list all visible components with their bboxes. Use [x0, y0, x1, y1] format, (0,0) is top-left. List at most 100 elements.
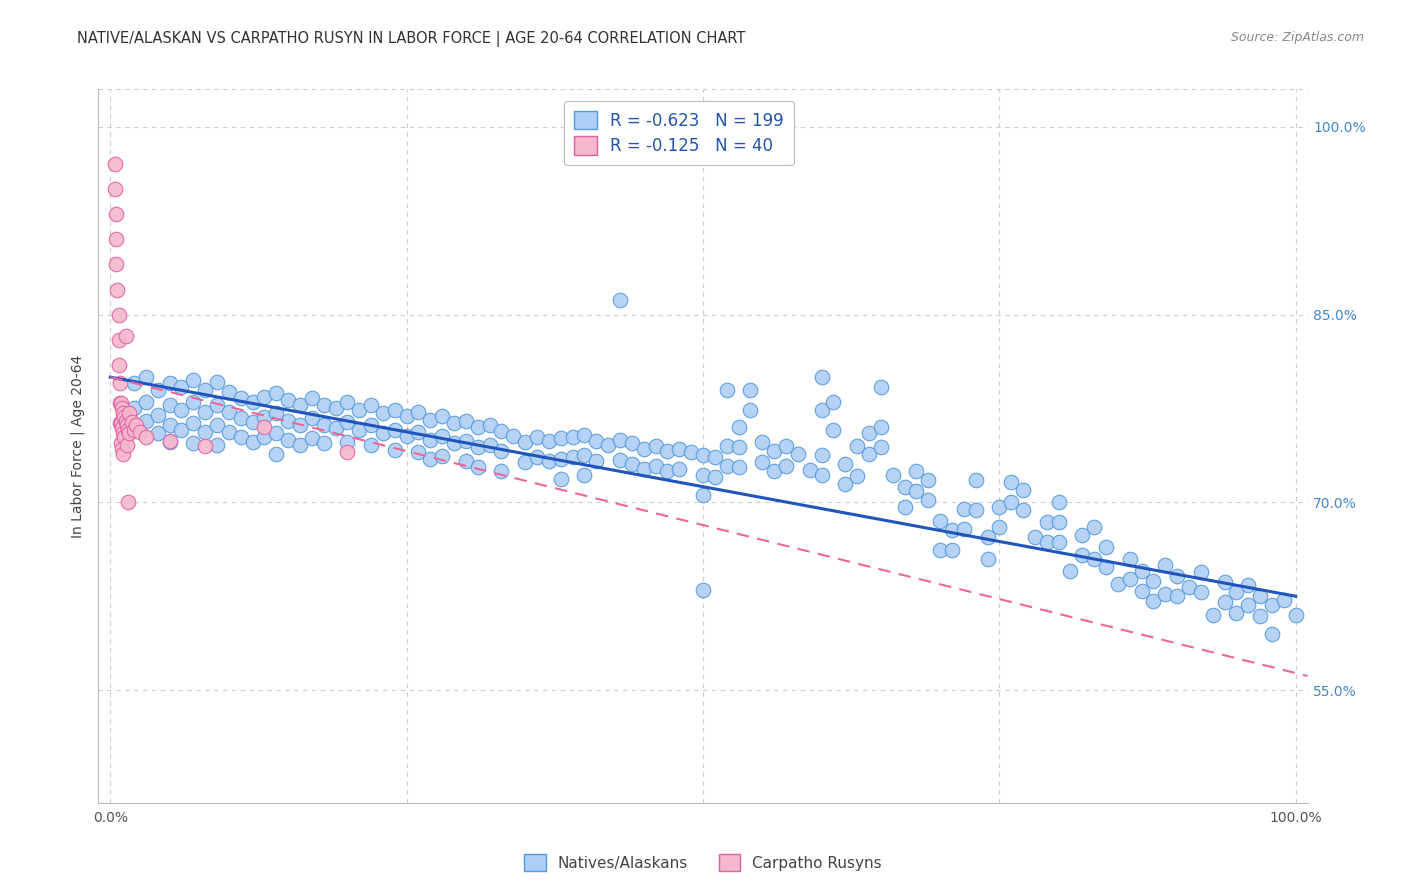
Point [976, 551, 998, 566]
Point [1249, 589, 1271, 603]
Point [502, 429, 524, 443]
Point [1237, 598, 1260, 612]
Point [1166, 569, 1188, 583]
Point [846, 439, 869, 453]
Point [229, 411, 252, 425]
Point [135, 414, 157, 428]
Point [1047, 535, 1070, 549]
Point [988, 520, 1011, 534]
Point [205, 375, 228, 389]
Point [347, 402, 370, 417]
Point [1130, 584, 1153, 599]
Point [893, 500, 915, 515]
Point [121, 415, 143, 429]
Point [194, 425, 217, 440]
Point [408, 425, 430, 440]
Point [146, 408, 169, 422]
Point [146, 383, 169, 397]
Point [1083, 520, 1105, 534]
Point [657, 444, 679, 458]
Point [917, 492, 939, 507]
Point [763, 444, 786, 458]
Point [609, 452, 631, 467]
Point [336, 435, 359, 450]
Point [104, 182, 127, 196]
Point [644, 439, 666, 453]
Point [264, 446, 287, 460]
Point [716, 458, 738, 473]
Point [1012, 483, 1035, 497]
Point [105, 283, 128, 297]
Point [703, 450, 725, 465]
Point [170, 402, 193, 417]
Point [620, 457, 643, 471]
Point [941, 523, 963, 537]
Point [1071, 528, 1094, 542]
Point [104, 157, 127, 171]
Point [727, 420, 749, 434]
Point [122, 401, 145, 416]
Point [114, 414, 136, 428]
Point [114, 430, 136, 444]
Point [135, 370, 157, 384]
Point [751, 455, 773, 469]
Point [1083, 551, 1105, 566]
Point [336, 445, 359, 459]
Point [112, 446, 135, 460]
Point [633, 442, 655, 456]
Point [1107, 576, 1129, 591]
Point [703, 470, 725, 484]
Point [360, 417, 382, 432]
Point [105, 207, 128, 221]
Point [823, 395, 845, 409]
Y-axis label: In Labor Force | Age 20-64: In Labor Force | Age 20-64 [70, 354, 84, 538]
Point [443, 417, 465, 431]
Point [253, 430, 276, 444]
Point [218, 425, 240, 440]
Point [170, 423, 193, 437]
Point [360, 398, 382, 412]
Point [194, 439, 217, 453]
Text: Source: ZipAtlas.com: Source: ZipAtlas.com [1230, 31, 1364, 45]
Point [229, 392, 252, 406]
Point [118, 426, 141, 441]
Point [574, 427, 596, 442]
Point [288, 417, 311, 432]
Point [1047, 516, 1070, 530]
Point [952, 501, 974, 516]
Point [799, 463, 821, 477]
Point [108, 396, 131, 410]
Point [1213, 595, 1236, 609]
Point [491, 444, 513, 458]
Point [823, 423, 845, 437]
Point [125, 417, 148, 432]
Point [432, 429, 454, 443]
Point [1225, 606, 1247, 620]
Point [384, 442, 406, 457]
Point [692, 488, 714, 502]
Point [561, 430, 583, 444]
Point [218, 385, 240, 400]
Point [419, 413, 441, 427]
Point [965, 473, 987, 487]
Point [242, 395, 264, 409]
Legend: R = -0.623   N = 199, R = -0.125   N = 40: R = -0.623 N = 199, R = -0.125 N = 40 [564, 101, 794, 165]
Point [1012, 503, 1035, 517]
Point [242, 435, 264, 450]
Point [598, 438, 620, 452]
Point [1202, 607, 1225, 622]
Point [110, 396, 132, 410]
Point [846, 469, 869, 483]
Point [264, 426, 287, 441]
Point [1000, 495, 1022, 509]
Point [1225, 585, 1247, 599]
Point [253, 410, 276, 425]
Point [1142, 574, 1164, 589]
Point [325, 401, 347, 416]
Point [205, 417, 228, 432]
Point [965, 503, 987, 517]
Point [1237, 578, 1260, 592]
Point [325, 421, 347, 435]
Point [1261, 598, 1284, 612]
Point [1047, 495, 1070, 509]
